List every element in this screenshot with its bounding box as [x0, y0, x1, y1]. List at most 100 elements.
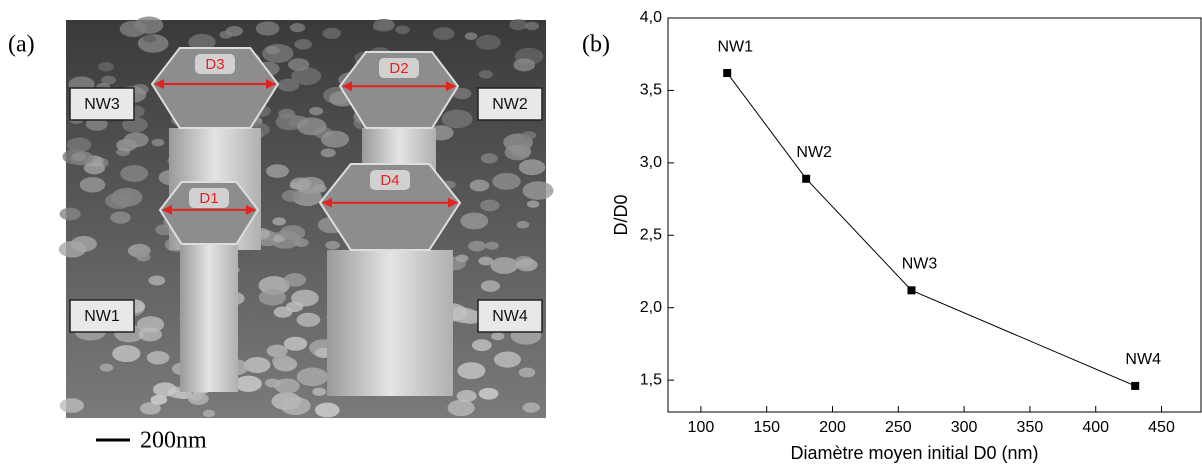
- wire-tag: [69, 87, 135, 121]
- grain: [485, 241, 499, 250]
- grain: [490, 257, 519, 274]
- diameter-tag: [379, 58, 419, 78]
- grain: [283, 273, 307, 287]
- wire-label: NW1: [84, 308, 120, 325]
- data-point: [802, 174, 811, 183]
- grain: [59, 398, 84, 413]
- diameter-tag: [195, 54, 235, 74]
- grain: [522, 402, 540, 413]
- grain: [277, 78, 300, 92]
- y-axis-label: D/D0: [611, 194, 631, 235]
- grain: [460, 212, 489, 230]
- grain: [272, 217, 286, 226]
- grain: [522, 181, 554, 200]
- grain: [471, 339, 492, 352]
- diameter-tag: [370, 170, 410, 190]
- point-label: NW4: [1125, 351, 1161, 368]
- wire-tag: [477, 87, 543, 121]
- data-point: [1131, 381, 1140, 390]
- grain: [452, 87, 472, 100]
- x-tick-label: 300: [951, 419, 978, 436]
- grain: [516, 258, 538, 272]
- data-line: [726, 72, 1136, 387]
- grain: [151, 138, 165, 147]
- grain: [153, 382, 177, 397]
- grain: [274, 378, 300, 394]
- x-tick-label: 350: [1017, 419, 1044, 436]
- grain: [85, 117, 108, 131]
- grain: [255, 21, 280, 36]
- grain: [492, 172, 521, 190]
- grain: [136, 253, 151, 262]
- diameter-tag: [189, 188, 229, 208]
- grain: [280, 396, 311, 416]
- grain: [122, 116, 148, 133]
- grain: [150, 394, 168, 405]
- point-label: NW1: [717, 38, 753, 55]
- wire-tag: [69, 299, 135, 333]
- grain: [139, 402, 161, 415]
- grain: [142, 34, 157, 43]
- data-point: [907, 286, 916, 295]
- grain: [296, 367, 329, 387]
- wire-label: NW3: [84, 96, 120, 113]
- grain: [320, 130, 350, 148]
- y-tick-label: 4,0: [640, 9, 662, 26]
- grain: [202, 409, 216, 418]
- grain: [516, 220, 530, 229]
- grain: [112, 345, 141, 363]
- diameter-label: D3: [205, 56, 224, 73]
- grain: [285, 301, 304, 313]
- x-axis-label: Diamètre moyen initial D0 (nm): [790, 443, 1038, 463]
- sem-content: D3 D2 D1 D4 NW3 NW2 NW1 NW4: [58, 16, 554, 418]
- grain: [314, 402, 340, 418]
- y-tick-label: 1,5: [640, 371, 662, 388]
- y-tick-label: 3,0: [640, 154, 662, 171]
- grain: [491, 332, 505, 341]
- grain: [281, 190, 302, 202]
- grain: [123, 132, 149, 148]
- grain: [291, 67, 322, 86]
- panel-label: (a): [8, 32, 35, 58]
- x-tick-label: 100: [688, 419, 715, 436]
- wire-column: [327, 250, 453, 396]
- grain: [480, 199, 500, 212]
- grain: [296, 312, 321, 327]
- wire-column: [180, 244, 238, 392]
- grain: [494, 351, 521, 368]
- grain: [525, 21, 540, 31]
- point-label: NW2: [796, 144, 832, 161]
- grain: [325, 240, 340, 250]
- grain: [518, 159, 546, 176]
- plot-frame: [667, 17, 1202, 413]
- diameter-label: D1: [199, 190, 218, 207]
- grain: [266, 344, 288, 358]
- grain: [526, 200, 540, 208]
- grain: [478, 70, 493, 79]
- grain: [188, 33, 216, 51]
- grain: [447, 399, 475, 417]
- grain: [509, 19, 528, 31]
- diameter-label: D2: [389, 60, 408, 77]
- grain: [266, 164, 289, 178]
- x-tick-label: 250: [885, 419, 912, 436]
- grain: [148, 275, 166, 286]
- point-label: NW3: [902, 256, 938, 273]
- chart: 1,5 2,0 2,5 3,0 3,5 4,0 100 150 200 250 300 350 400 4…: [611, 9, 1202, 463]
- scale-bar-label: 200nm: [140, 428, 207, 454]
- grain: [469, 179, 490, 192]
- data-point: [723, 69, 732, 78]
- grain: [258, 289, 287, 306]
- grain: [373, 18, 395, 32]
- grain: [320, 148, 336, 158]
- grain: [322, 27, 341, 39]
- grain: [455, 254, 469, 263]
- grain: [71, 152, 87, 162]
- grain: [290, 177, 312, 191]
- grain: [480, 153, 498, 164]
- grain: [294, 39, 312, 50]
- grain: [521, 131, 537, 140]
- grain: [296, 117, 327, 136]
